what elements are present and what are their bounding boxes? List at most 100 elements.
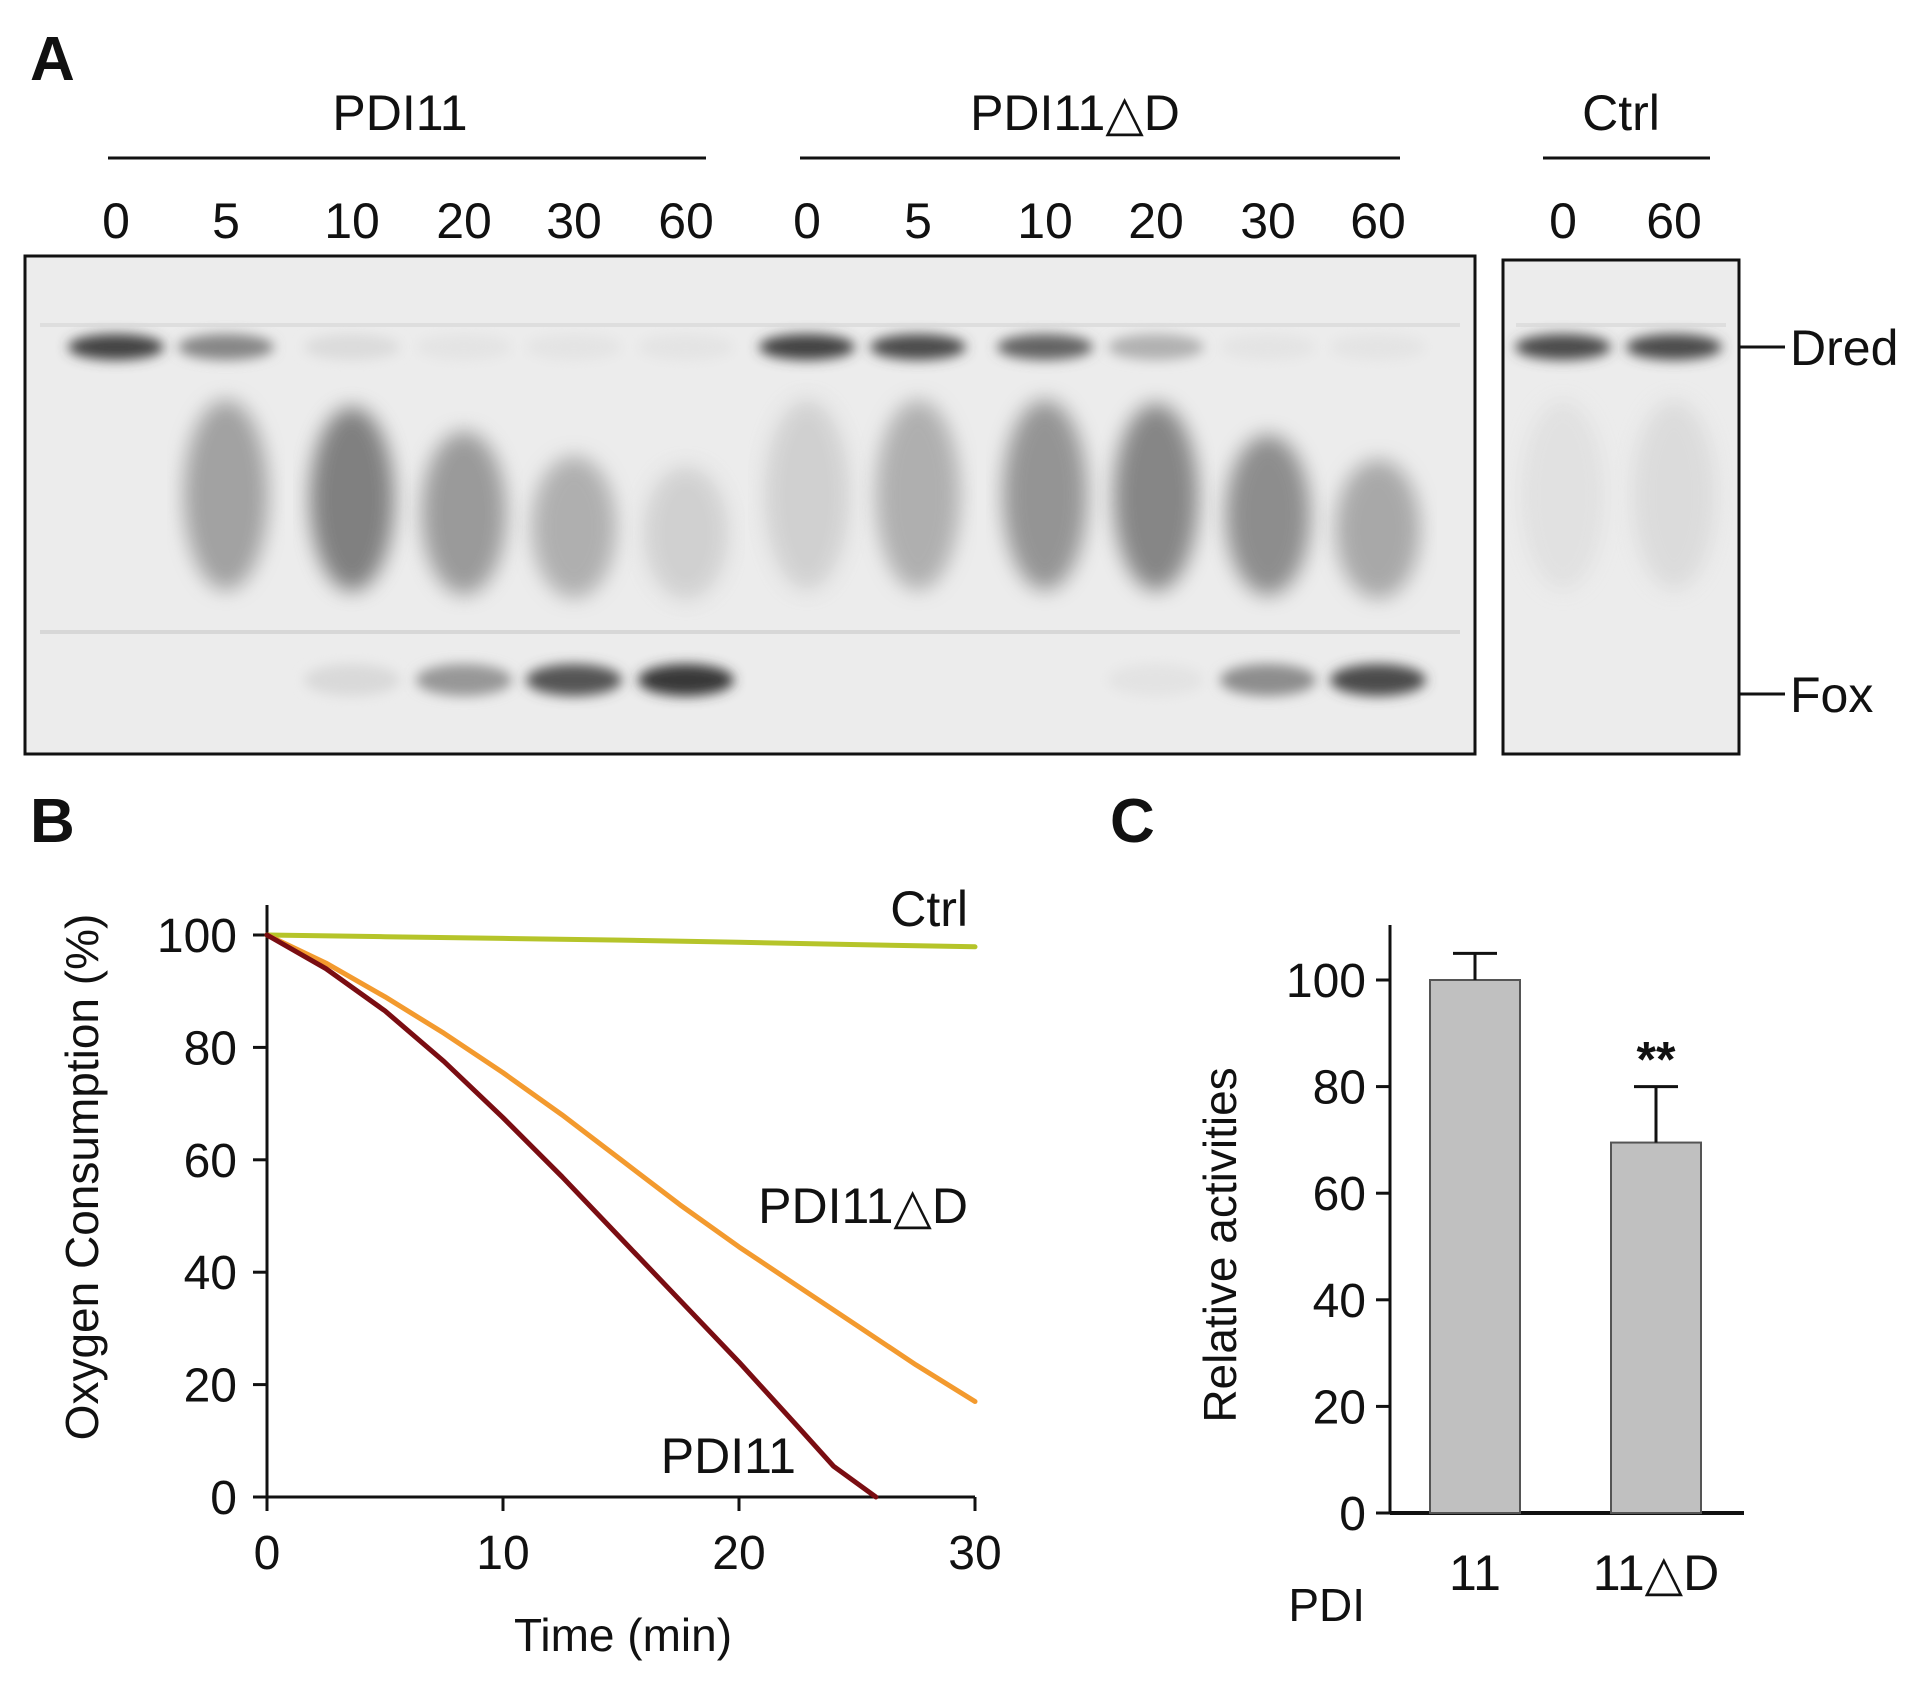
gel-lane-label: 30 (546, 193, 602, 249)
bar-chart-xlabel: PDI (1288, 1579, 1365, 1631)
bar-chart-ylabel: Relative activities (1194, 1067, 1246, 1422)
gel-band-dred (1330, 334, 1426, 360)
gel-lane-label: 5 (904, 193, 932, 249)
gel-group-label-ctrl: Ctrl (1582, 85, 1660, 141)
gel-band-dred (1220, 334, 1316, 360)
gel-smear (1003, 400, 1087, 590)
significance-label: ** (1637, 1032, 1676, 1088)
line-chart-ylabel: Oxygen Consumption (%) (56, 914, 108, 1441)
bar (1429, 979, 1521, 1514)
gel-band-dred (759, 334, 855, 360)
gel-smear (1632, 400, 1716, 590)
gel-smear (1336, 459, 1420, 599)
gel-lane (304, 334, 400, 696)
y-tick-label: 60 (1313, 1168, 1366, 1221)
gel-smear (765, 400, 849, 590)
gel-smear (532, 456, 616, 598)
gel-bands (40, 323, 1726, 696)
gel-band-dred (178, 334, 274, 360)
y-tick-label: 100 (1286, 955, 1366, 1008)
gel-band-fox (416, 664, 512, 696)
bar-category-label: 11△D (1593, 1545, 1719, 1601)
gel-band-dred (416, 334, 512, 360)
gel-lane (759, 334, 855, 590)
gel-lane (526, 334, 622, 696)
bar (1610, 1141, 1702, 1514)
gel-lane (870, 334, 966, 590)
y-tick-label: 0 (210, 1472, 237, 1525)
y-tick-label: 20 (184, 1360, 237, 1413)
x-tick-label: 0 (254, 1527, 281, 1580)
panel-c: C 0 20 40 60 80 100 11 11△D ** PDI Relative acti… (1110, 787, 1744, 1631)
gel-band-fox (304, 664, 400, 696)
gel-lane-label: 0 (1549, 193, 1577, 249)
gel-band-fox (1220, 664, 1316, 696)
panel-label-a: A (30, 25, 75, 94)
gel-band-dred (304, 334, 400, 360)
x-tick-label: 10 (476, 1527, 529, 1580)
gel-lane (638, 334, 734, 696)
gel-band-dred (1515, 334, 1611, 360)
panel-label-b: B (30, 787, 75, 856)
y-tick-label: 100 (157, 910, 237, 963)
panel-a: A PDI11 PDI11△D Ctrl 0 5 10 20 30 60 0 5… (23, 25, 1898, 756)
x-tick-label: 20 (712, 1527, 765, 1580)
gel-smear (876, 400, 960, 590)
gel-band-dred (526, 334, 622, 360)
gel-lane (1220, 334, 1316, 696)
gel-band-dred (638, 334, 734, 360)
gel-lane (1626, 334, 1722, 590)
series-label: PDI11 (661, 1428, 796, 1484)
series-label: PDI11△D (758, 1178, 968, 1234)
gel-smear (644, 466, 728, 600)
gel-lane (68, 334, 164, 360)
gel-band-dred (1626, 334, 1722, 360)
series-line (264, 932, 978, 950)
panel-b: B 0 10 20 30 0 20 40 60 80 100 Ctrl PDI11△D PDI11 Ti… (30, 787, 1002, 1661)
gel-band-fox (638, 664, 734, 696)
gel-lane-label: 0 (793, 193, 821, 249)
gel-band-dred (1108, 334, 1204, 360)
marker-label-dred: Dred (1790, 320, 1898, 376)
y-tick-label: 80 (184, 1022, 237, 1075)
gel-smear (1226, 435, 1310, 595)
gel-lane (178, 334, 274, 590)
gel-lane (997, 334, 1093, 590)
y-tick-label: 40 (1313, 1275, 1366, 1328)
panel-label-c: C (1110, 787, 1155, 856)
gel-lane (416, 334, 512, 696)
gel-band-dred (68, 334, 164, 360)
gel-lane-label: 5 (212, 193, 240, 249)
gel-band-dred (870, 334, 966, 360)
y-tick-label: 80 (1313, 1062, 1366, 1115)
gel-band-fox (1108, 664, 1204, 696)
marker-label-fox: Fox (1790, 667, 1873, 723)
gel-group-label-pdi11-deltad: PDI11△D (970, 85, 1180, 141)
gel-smear (184, 400, 268, 590)
gel-band-fox (1330, 664, 1426, 696)
gel-lane-label: 60 (658, 193, 714, 249)
y-tick-label: 0 (1339, 1488, 1366, 1541)
y-tick-label: 20 (1313, 1381, 1366, 1434)
gel-lane-label: 30 (1240, 193, 1296, 249)
series-line (264, 932, 879, 1500)
gel-smear (1521, 400, 1605, 590)
series-label: Ctrl (890, 881, 968, 937)
bar-chart: 0 20 40 60 80 100 11 11△D ** (1286, 925, 1744, 1601)
gel-band-fox (526, 664, 622, 696)
gel-lane (1515, 334, 1611, 590)
gel-group-label-pdi11: PDI11 (332, 85, 467, 141)
y-tick-label: 60 (184, 1135, 237, 1188)
y-tick-label: 40 (184, 1247, 237, 1300)
gel-smear (310, 407, 394, 591)
bar-category-label: 11 (1449, 1545, 1501, 1601)
line-chart-xlabel: Time (min) (514, 1609, 732, 1661)
gel-lane-label: 20 (1128, 193, 1184, 249)
gel-lane-label: 0 (102, 193, 130, 249)
gel-band-dred (997, 334, 1093, 360)
gel-lane-label: 10 (324, 193, 380, 249)
gel-lane (1330, 334, 1426, 696)
gel-smear (1114, 403, 1198, 591)
gel-lane-label: 20 (436, 193, 492, 249)
